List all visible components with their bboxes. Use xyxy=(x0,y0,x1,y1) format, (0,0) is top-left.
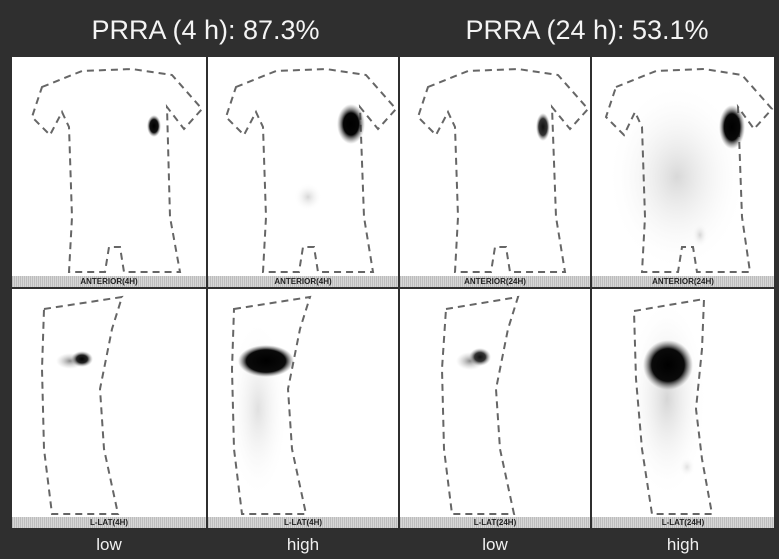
uptake-spot xyxy=(719,105,745,149)
panel-lateral-4h-high: L-LAT(4H) xyxy=(208,289,398,528)
panel-label: L-LAT(4H) xyxy=(12,517,206,528)
anterior-scan-image xyxy=(224,67,398,273)
panel-label: L-LAT(24H) xyxy=(400,517,590,528)
title-24h: PRRA (24 h): 53.1% xyxy=(465,15,709,45)
panel-lateral-4h-low: L-LAT(4H) xyxy=(12,289,206,528)
uptake-spot xyxy=(238,345,294,377)
body-outline xyxy=(440,295,520,515)
lateral-scan-image xyxy=(40,295,124,515)
footer-label-low-4h: low xyxy=(96,535,122,554)
lateral-scan-image xyxy=(228,295,312,515)
footer-label-high-4h: high xyxy=(286,535,320,554)
panel-label: ANTERIOR(24H) xyxy=(400,276,590,287)
body-outline xyxy=(604,67,774,273)
anterior-scan-image xyxy=(30,67,204,273)
panel-label: ANTERIOR(24H) xyxy=(592,276,774,287)
body-outline xyxy=(416,67,590,273)
panel-anterior-24h-low: ANTERIOR(24H) xyxy=(400,57,590,287)
footer-label-low-24h: low xyxy=(482,535,508,554)
body-outline xyxy=(30,67,204,273)
uptake-spot xyxy=(469,348,491,366)
title-4h: PRRA (4 h): 87.3% xyxy=(91,15,320,45)
footer-label-high-24h: high xyxy=(666,535,700,554)
uptake-spot xyxy=(71,351,93,367)
uptake-spot xyxy=(337,104,365,144)
body-outline xyxy=(224,67,398,273)
anterior-scan-image xyxy=(416,67,590,273)
panel-anterior-24h-high: ANTERIOR(24H) xyxy=(592,57,774,287)
body-outline xyxy=(632,297,714,515)
panel-label: L-LAT(4H) xyxy=(208,517,398,528)
panel-lateral-24h-high: L-LAT(24H) xyxy=(592,289,774,528)
panel-label: ANTERIOR(4H) xyxy=(12,276,206,287)
panel-anterior-4h-high: ANTERIOR(4H) xyxy=(208,57,398,287)
lateral-scan-image xyxy=(440,295,520,515)
uptake-spot xyxy=(643,340,693,390)
uptake-spot xyxy=(536,113,550,141)
panel-anterior-4h-low: ANTERIOR(4H) xyxy=(12,57,206,287)
panel-lateral-24h-low: L-LAT(24H) xyxy=(400,289,590,528)
body-outline xyxy=(230,295,312,515)
panel-label: ANTERIOR(4H) xyxy=(208,276,398,287)
anterior-scan-image xyxy=(604,67,774,273)
body-outline xyxy=(40,295,124,515)
uptake-spot xyxy=(147,115,161,137)
panel-label: L-LAT(24H) xyxy=(592,517,774,528)
lateral-scan-image xyxy=(627,297,714,515)
